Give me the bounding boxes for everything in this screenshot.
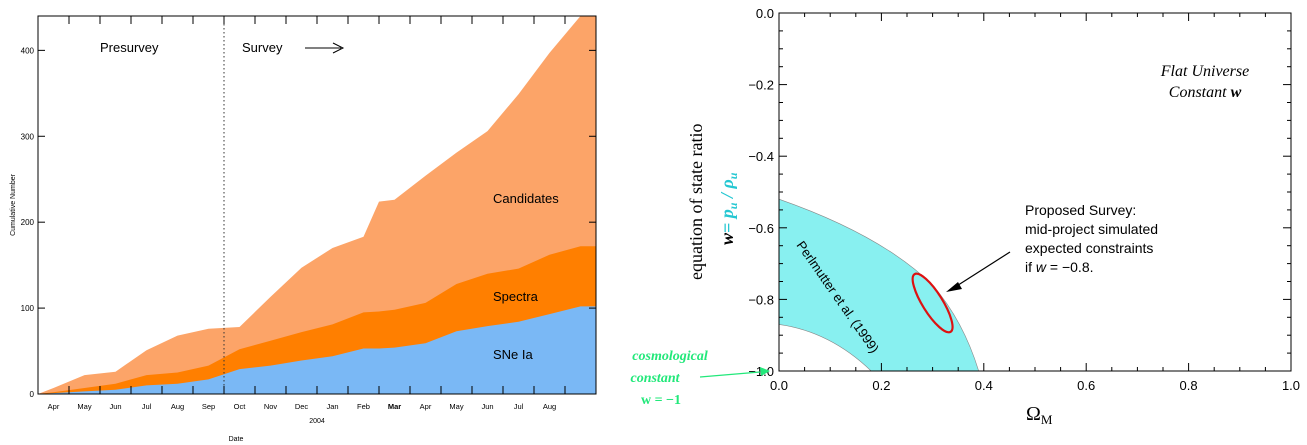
left-x-tick-label: Dec	[295, 402, 309, 411]
survey-arrow-icon	[305, 42, 345, 54]
left-area-layers	[38, 16, 596, 394]
survey-pointer-arrow-icon	[946, 251, 1011, 292]
left-y-ticks: 0 100 200 300 400	[21, 46, 596, 399]
left-y-tick-label: 300	[21, 132, 35, 141]
perlmutter-constraint-band	[778, 198, 980, 372]
left-x-ticks: Apr May Jun Jul Aug Sep Oct Nov Dec Jan Feb Mar Apr M…	[37, 16, 566, 411]
left-x-tick-label: Feb	[357, 402, 370, 411]
series-label-spectra: Spectra	[493, 289, 539, 304]
left-x-tick-label: Jan	[326, 402, 338, 411]
series-label-candidates: Candidates	[493, 191, 559, 206]
left-x-tick-label: Oct	[234, 402, 247, 411]
right-y-ticks: 0.0−0.2−0.4−0.6−0.8−1.0	[748, 6, 1291, 379]
survey-label: Survey	[242, 40, 283, 55]
left-x-tick-label: Aug	[171, 402, 184, 411]
right-x-tick-label: 0.6	[1077, 378, 1095, 393]
left-x-tick-label: Jul	[514, 402, 524, 411]
survey-note-line-3: expected constraints	[1025, 240, 1153, 256]
presurvey-label: Presurvey	[100, 40, 159, 55]
cosmo-label-line-1: cosmological	[632, 349, 708, 364]
left-x-axis-label: Date	[229, 436, 244, 443]
left-x-tick-label: Aug	[543, 402, 556, 411]
left-x-tick-label: Jul	[142, 402, 152, 411]
right-x-axis-label: ΩM	[1026, 403, 1053, 427]
cosmo-arrow-icon	[699, 367, 770, 378]
series-label-sne: SNe Ia	[493, 347, 534, 362]
right-y-tick-label: −0.8	[748, 292, 774, 307]
right-title-line-1: Flat Universe	[1160, 63, 1249, 80]
cosmo-label-line-3: w = −1	[641, 393, 681, 408]
right-y-tick-label: −0.4	[748, 149, 774, 164]
right-x-tick-label: 0.2	[872, 378, 890, 393]
right-y-tick-label: 0.0	[756, 6, 774, 21]
right-y-tick-label: −0.6	[748, 221, 774, 236]
right-x-tick-label: 0.8	[1180, 378, 1198, 393]
left-y-tick-label: 100	[21, 304, 35, 313]
survey-note-line-1: Proposed Survey:	[1025, 202, 1136, 218]
left-y-tick-label: 400	[21, 46, 35, 55]
left-y-tick-label: 200	[21, 218, 35, 227]
right-y-axis-formula: w= pu / ρu	[717, 172, 740, 245]
survey-note-line-4: if w = −0.8.	[1025, 259, 1094, 275]
left-year-label: 2004	[309, 418, 325, 425]
right-y-axis-label: equation of state ratio	[686, 124, 706, 280]
left-x-tick-label: Nov	[264, 402, 278, 411]
survey-note-line-2: mid-project simulated	[1025, 221, 1158, 237]
left-x-tick-label: Mar	[388, 402, 401, 411]
right-x-ticks: 0.0 0.2 0.4 0.6 0.8 1.0	[770, 13, 1300, 393]
left-x-tick-label: Apr	[48, 402, 60, 411]
left-y-tick-label: 0	[30, 390, 35, 399]
left-x-tick-label: Sep	[202, 402, 215, 411]
area-sne-ia	[38, 306, 596, 394]
left-y-axis-label: Cumulative Number	[10, 173, 17, 236]
left-x-tick-label: Jun	[481, 402, 493, 411]
left-x-tick-label: May	[77, 402, 91, 411]
left-chart: 0 100 200 300 400 Apr May Jun Jul Aug Sep Oct Nov De…	[10, 15, 597, 443]
cosmo-label-line-2: constant	[630, 371, 680, 386]
right-y-tick-label: −0.2	[748, 78, 774, 93]
left-x-tick-label: May	[449, 402, 463, 411]
right-chart: 0.0−0.2−0.4−0.6−0.8−1.0 0.00.20.40.60.81…	[630, 6, 1300, 427]
left-x-tick-label: Apr	[420, 402, 432, 411]
right-x-tick-label: 0.4	[975, 378, 993, 393]
right-x-tick-label: 0.0	[770, 378, 788, 393]
right-title-line-2: Constant w	[1169, 84, 1242, 101]
right-x-tick-label: 1.0	[1282, 378, 1300, 393]
left-x-tick-label: Jun	[109, 402, 121, 411]
proposed-survey-ellipse	[911, 272, 954, 334]
